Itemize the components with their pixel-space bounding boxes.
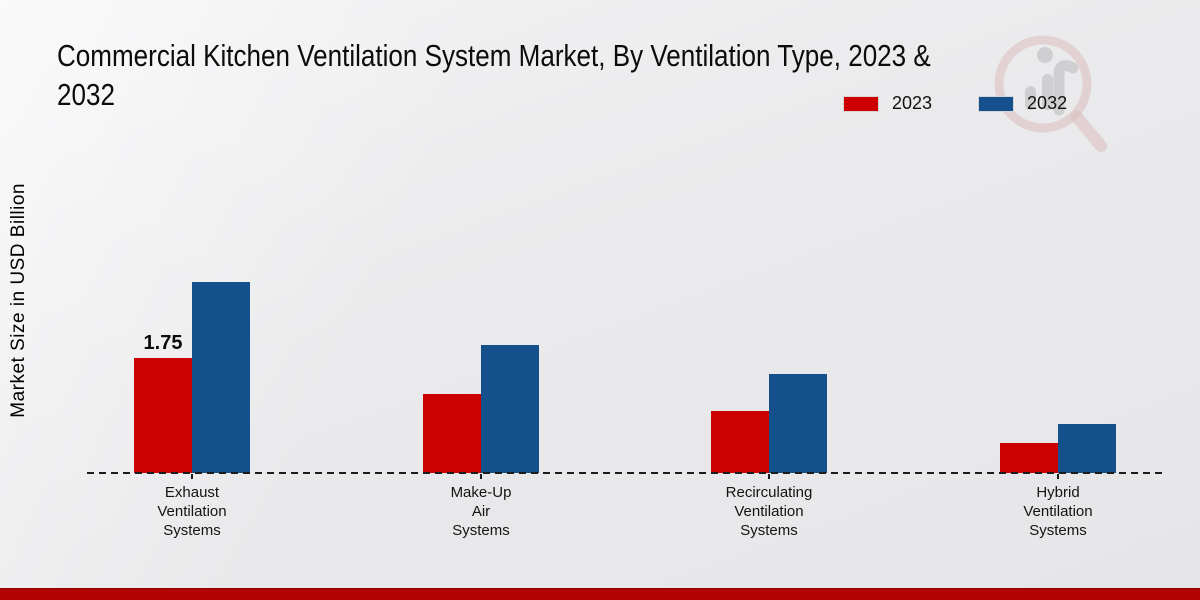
x-axis-tick: [191, 474, 193, 479]
bar-2023-group-4: [1000, 443, 1058, 473]
chart-title: Commercial Kitchen Ventilation System Ma…: [57, 36, 931, 114]
legend-swatch-2032: [978, 95, 1015, 112]
x-axis-tick: [768, 474, 770, 479]
y-axis-label: Market Size in USD Billion: [8, 182, 29, 418]
chart-title-line2: 2032: [57, 77, 115, 112]
bar-2023-group-2: [423, 394, 481, 473]
brand-watermark-logo: [994, 35, 1107, 152]
x-axis-tick: [1057, 474, 1059, 479]
legend-label-2023: 2023: [892, 93, 933, 113]
footer-accent-bar: [0, 588, 1200, 600]
chart-title-line1: Commercial Kitchen Ventilation System Ma…: [57, 38, 931, 73]
bar-2032-group-4: [1058, 423, 1116, 473]
category-label: Recirculating Ventilation Systems: [725, 484, 813, 539]
bar-value-label: 1.75: [143, 332, 183, 354]
y-axis-label-wrap: Market Size in USD Billion: [8, 0, 30, 600]
legend-item-2032: 2032: [978, 93, 1067, 114]
bar-2032-group-1: [192, 282, 250, 473]
legend-label-2032: 2032: [1027, 93, 1068, 113]
category-label: Exhaust Ventilation Systems: [157, 484, 227, 539]
legend: 2023 2032: [843, 93, 1067, 114]
bar-2023-group-1: [134, 358, 192, 473]
category-label: Hybrid Ventilation Systems: [1023, 484, 1093, 539]
legend-item-2023: 2023: [843, 93, 932, 114]
x-axis-dashed-baseline: [87, 472, 1163, 474]
x-axis-tick: [480, 474, 482, 479]
category-label: Make-Up Air Systems: [450, 484, 512, 539]
bar-2032-group-3: [769, 374, 827, 473]
legend-swatch-2023: [843, 95, 879, 112]
bar-2023-group-3: [711, 410, 769, 473]
bar-2032-group-2: [481, 344, 539, 473]
